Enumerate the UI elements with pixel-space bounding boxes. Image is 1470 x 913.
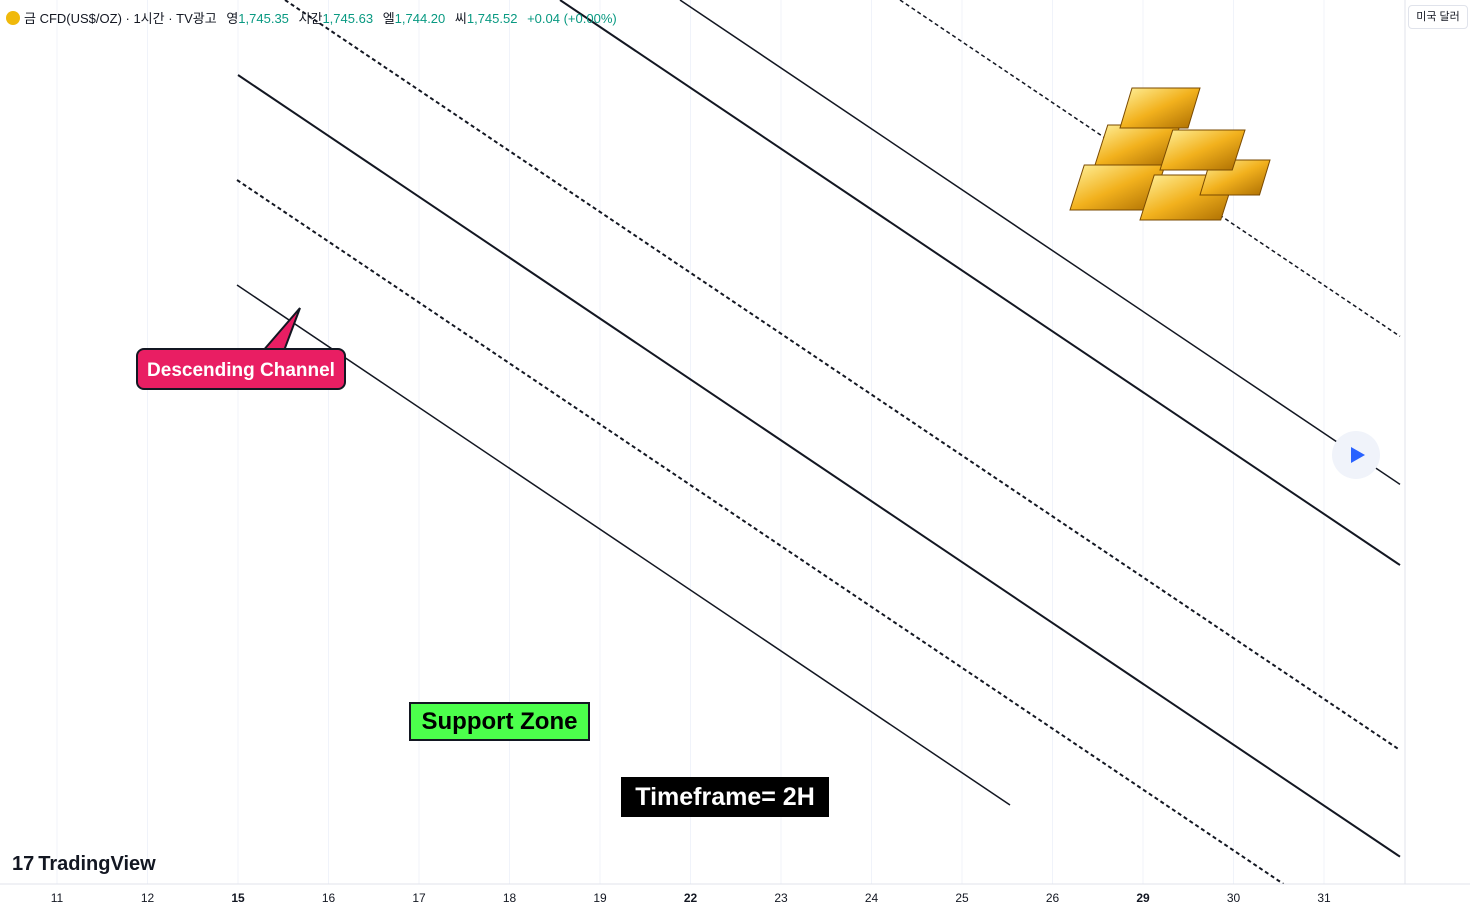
x-tick-label: 23 — [774, 891, 788, 905]
descending-channel-label: Descending Channel — [136, 348, 346, 390]
symbol-title[interactable]: 금 CFD(US$/OZ) · 1시간 · TV광고 — [24, 11, 217, 26]
x-tick-label: 31 — [1317, 891, 1331, 905]
x-tick-label: 18 — [503, 891, 517, 905]
x-tick-label: 11 — [51, 891, 64, 905]
x-tick-label: 16 — [322, 891, 336, 905]
currency-button[interactable]: 미국 달러 — [1408, 5, 1468, 29]
tradingview-logo[interactable]: 17 TradingView — [12, 853, 156, 876]
timeframe-label: Timeframe= 2H — [621, 777, 829, 817]
gold-bar — [1159, 129, 1246, 171]
x-tick-label: 24 — [865, 891, 879, 905]
x-tick-label: 30 — [1227, 891, 1241, 905]
price-axis[interactable]: 1,804.001,800.001,796.001,792.001,788.00… — [1404, 0, 1470, 913]
symbol-header: 금 CFD(US$/OZ) · 1시간 · TV광고 영1,745.35 시간1… — [6, 8, 617, 27]
x-tick-label: 17 — [412, 891, 426, 905]
change-value: +0.04 (+0.00%) — [527, 11, 617, 26]
x-tick-label: 19 — [593, 891, 607, 905]
play-icon[interactable] — [1332, 431, 1380, 479]
channel-line — [237, 74, 1401, 858]
open-label: 영 — [226, 11, 239, 26]
brand-name: TradingView — [38, 853, 156, 875]
high-label: 시간 — [298, 11, 323, 26]
close-label: 씨 — [454, 11, 467, 26]
high-value: 1,745.63 — [322, 11, 374, 26]
descending-channel-lines — [236, 0, 1401, 885]
x-tick-label: 29 — [1136, 891, 1150, 905]
x-tick-label: 22 — [684, 891, 698, 905]
x-tick-label: 26 — [1046, 891, 1060, 905]
tv-mark-icon: 17 — [12, 853, 35, 875]
channel-line — [679, 0, 1401, 485]
time-axis-bg — [0, 884, 1470, 913]
low-value: 1,744.20 — [394, 11, 446, 26]
support-zone-label: Support Zone — [409, 702, 590, 741]
channel-line — [559, 0, 1401, 566]
x-tick-label: 25 — [955, 891, 969, 905]
channel-line — [236, 284, 1011, 806]
gold-bar — [1119, 87, 1201, 129]
low-label: 엘 — [382, 11, 395, 26]
price-axis-bg — [1405, 0, 1470, 913]
channel-line — [236, 179, 1285, 885]
close-value: 1,745.52 — [466, 11, 518, 26]
x-tick-label: 12 — [141, 891, 155, 905]
x-tick-label: 15 — [231, 891, 245, 905]
time-axis[interactable]: 11 12 15 16 17 18 19 22 23 24 25 26 29 30 31 — [0, 883, 1470, 913]
channel-line — [284, 0, 1401, 751]
gold-bars-image — [1069, 87, 1271, 221]
gold-coin-icon — [6, 11, 20, 25]
chart-grid — [56, 0, 1325, 884]
open-value: 1,745.35 — [238, 11, 289, 26]
